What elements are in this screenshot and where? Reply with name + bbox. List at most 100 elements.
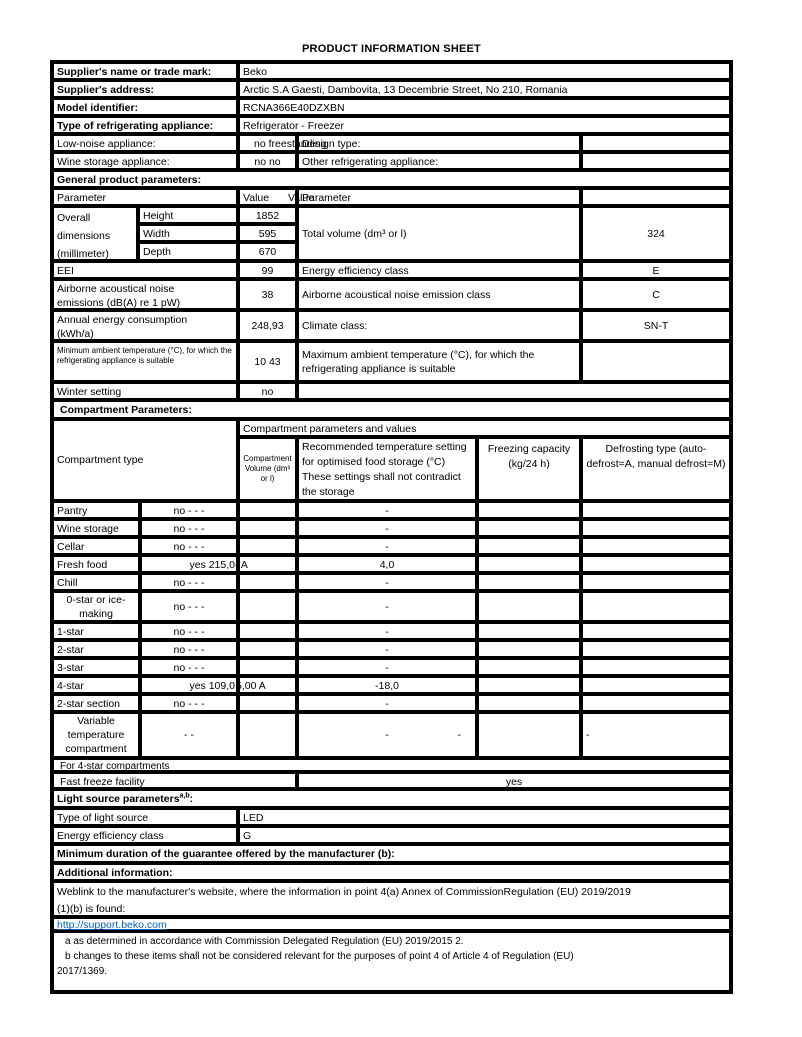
compartment-volume (238, 573, 297, 591)
compartment-freezing (477, 658, 581, 676)
compartment-name: 4-star (52, 676, 140, 694)
eei-value: 99 (238, 261, 297, 279)
compartment-name: Pantry (52, 501, 140, 519)
height-value: 1852 (238, 206, 297, 224)
compartment-defrost (581, 573, 731, 591)
compartment-yes-no: no - - - (140, 658, 238, 676)
page-title: PRODUCT INFORMATION SHEET (302, 43, 481, 55)
winter-setting-value: no (238, 382, 297, 400)
compartment-volume (238, 712, 297, 758)
climate-class-label: Climate class: (297, 310, 581, 341)
weblink-text: Weblink to the manufacturer's website, w… (52, 881, 731, 917)
dimensions-label: Overall dimensions (millimeter) (52, 206, 138, 261)
compartment-volume (238, 591, 297, 622)
light-class-value: G (238, 826, 731, 844)
compartment-name: 0-star or ice-making (52, 591, 140, 622)
light-source-header-colon: : (189, 793, 194, 805)
four-star-volume-overlap: 5,00 A (236, 680, 266, 692)
supplier-name-value: Beko (238, 62, 731, 80)
supplier-name-label: Supplier's name or trade mark: (52, 62, 238, 80)
compartment-name: Cellar (52, 537, 140, 555)
compartment-defrost (581, 640, 731, 658)
footnote-b-line2: 2017/1369. (57, 966, 108, 977)
light-type-label: Type of light source (52, 808, 238, 826)
freezing-capacity-header: Freezing capacity (kg/24 h) (477, 437, 581, 501)
noise-value: 38 (238, 279, 297, 310)
compartment-yes-no: yes 109,0 (140, 676, 238, 694)
compartment-defrost (581, 555, 731, 573)
compartment-defrost (581, 591, 731, 622)
eei-label: EEI (52, 261, 238, 279)
compartment-yes-no: no - - - (140, 501, 238, 519)
compartment-yes-no: no - - - (140, 573, 238, 591)
support-link[interactable]: http://support.beko.com (57, 919, 167, 931)
footnote-b-line1: b changes to these items shall not be co… (65, 951, 574, 962)
compartment-volume (238, 555, 297, 573)
compartment-freezing (477, 694, 581, 712)
energy-class-value: E (581, 261, 731, 279)
compartment-yes-no: yes 215,0 (140, 555, 238, 573)
compartment-freezing (477, 622, 581, 640)
compartment-freezing (477, 640, 581, 658)
compartment-volume (238, 501, 297, 519)
other-appliance-label: Other refrigerating appliance: (297, 152, 581, 170)
defrosting-type-header: Defrosting type (auto-defrost=A, manual … (581, 437, 731, 501)
total-volume-label: Total volume (dm³ or l) (297, 206, 581, 261)
low-noise-value-cell (238, 134, 297, 152)
compartment-defrost (581, 694, 731, 712)
compartment-temperature: - (297, 573, 477, 591)
compartment-volume (238, 622, 297, 640)
compartment-yes-no: no - - - (140, 591, 238, 622)
compartment-freezing (477, 519, 581, 537)
height-label: Height (138, 206, 238, 224)
compartment-freezing (477, 573, 581, 591)
compartment-temperature: - (297, 537, 477, 555)
compartment-name: 2-star (52, 640, 140, 658)
appliance-type-value: Refrigerator - Freezer (238, 116, 731, 134)
model-identifier-value: RCNA366E40DZXBN (238, 98, 731, 116)
fast-freeze-value: yes (297, 772, 731, 789)
compartment-parameters-header: Compartment Parameters: (52, 400, 731, 419)
compartment-freezing (477, 537, 581, 555)
compartment-temperature: -18,0 (297, 676, 477, 694)
energy-class-label: Energy efficiency class (297, 261, 581, 279)
low-noise-label: Low-noise appliance: (52, 134, 238, 152)
winter-setting-label: Winter setting (52, 382, 238, 400)
max-temp-value (581, 341, 731, 382)
compartment-temperature: - (297, 694, 477, 712)
wine-storage-label: Wine storage appliance: (52, 152, 238, 170)
noise-label: Airborne acoustical noise emissions (dB(… (52, 279, 238, 310)
width-value: 595 (238, 224, 297, 242)
compartment-yes-no: no - - - (140, 694, 238, 712)
compartment-volume (238, 640, 297, 658)
compartment-temperature: - (297, 622, 477, 640)
value2-header-cell (581, 188, 731, 206)
wine-storage-value: no no (238, 152, 297, 170)
value-header: Value (238, 188, 297, 206)
compartment-defrost (581, 519, 731, 537)
compartment-yes-no: no - - - (140, 622, 238, 640)
fresh-food-volume-overlap: - A (235, 559, 248, 571)
compartment-volume (238, 519, 297, 537)
appliance-type-label: Type of refrigerating appliance: (52, 116, 238, 134)
main-table: Supplier's name or trade mark: Beko Supp… (50, 60, 733, 994)
design-type-label: Design type: (297, 134, 581, 152)
total-volume-value: 324 (581, 206, 731, 261)
annual-energy-label: Annual energy consumption (kWh/a) (52, 310, 238, 341)
fast-freeze-label: Fast freeze facility (52, 772, 297, 789)
noise-class-value: C (581, 279, 731, 310)
depth-label: Depth (138, 242, 238, 261)
compartment-name: 1-star (52, 622, 140, 640)
design-type-value (581, 134, 731, 152)
compartment-name: 2-star section (52, 694, 140, 712)
low-noise-value: no freestanding (254, 138, 327, 150)
compartment-name: Fresh food (52, 555, 140, 573)
parameter2-header: Parameter (297, 188, 581, 206)
additional-info-header: Additional information: (52, 863, 731, 881)
value2-header: Value (288, 192, 315, 204)
min-temp-label: Minimum ambient temperature (°C), for wh… (52, 341, 238, 382)
compartment-freezing (477, 712, 581, 758)
winter-setting-empty (297, 382, 731, 400)
parameter-header: Parameter (52, 188, 238, 206)
